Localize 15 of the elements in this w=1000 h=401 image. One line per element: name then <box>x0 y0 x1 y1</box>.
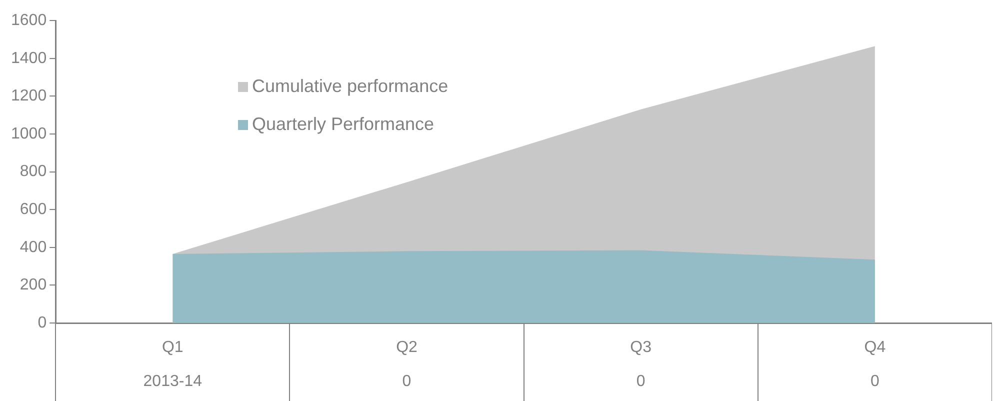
y-tick-label: 600 <box>20 201 47 218</box>
y-tick-label: 400 <box>20 238 47 256</box>
x-tick-label: Q2 0 <box>396 339 418 390</box>
x-tick-label: Q1 2013-14 <box>143 339 202 390</box>
x-tick-label: Q4 0 <box>864 339 886 390</box>
legend-label: Quarterly Performance <box>252 114 434 135</box>
y-tick-label: 1000 <box>11 125 47 142</box>
y-tick-label: 1200 <box>11 88 47 105</box>
y-tick-label: 1400 <box>11 50 47 67</box>
legend-label: Cumulative performance <box>252 76 448 97</box>
x-tick-label: Q3 0 <box>630 339 652 390</box>
y-tick-label: 0 <box>38 314 47 332</box>
y-tick-label: 800 <box>20 163 47 180</box>
y-tick-label: 200 <box>20 276 47 294</box>
y-tick-label: 1600 <box>11 12 47 30</box>
